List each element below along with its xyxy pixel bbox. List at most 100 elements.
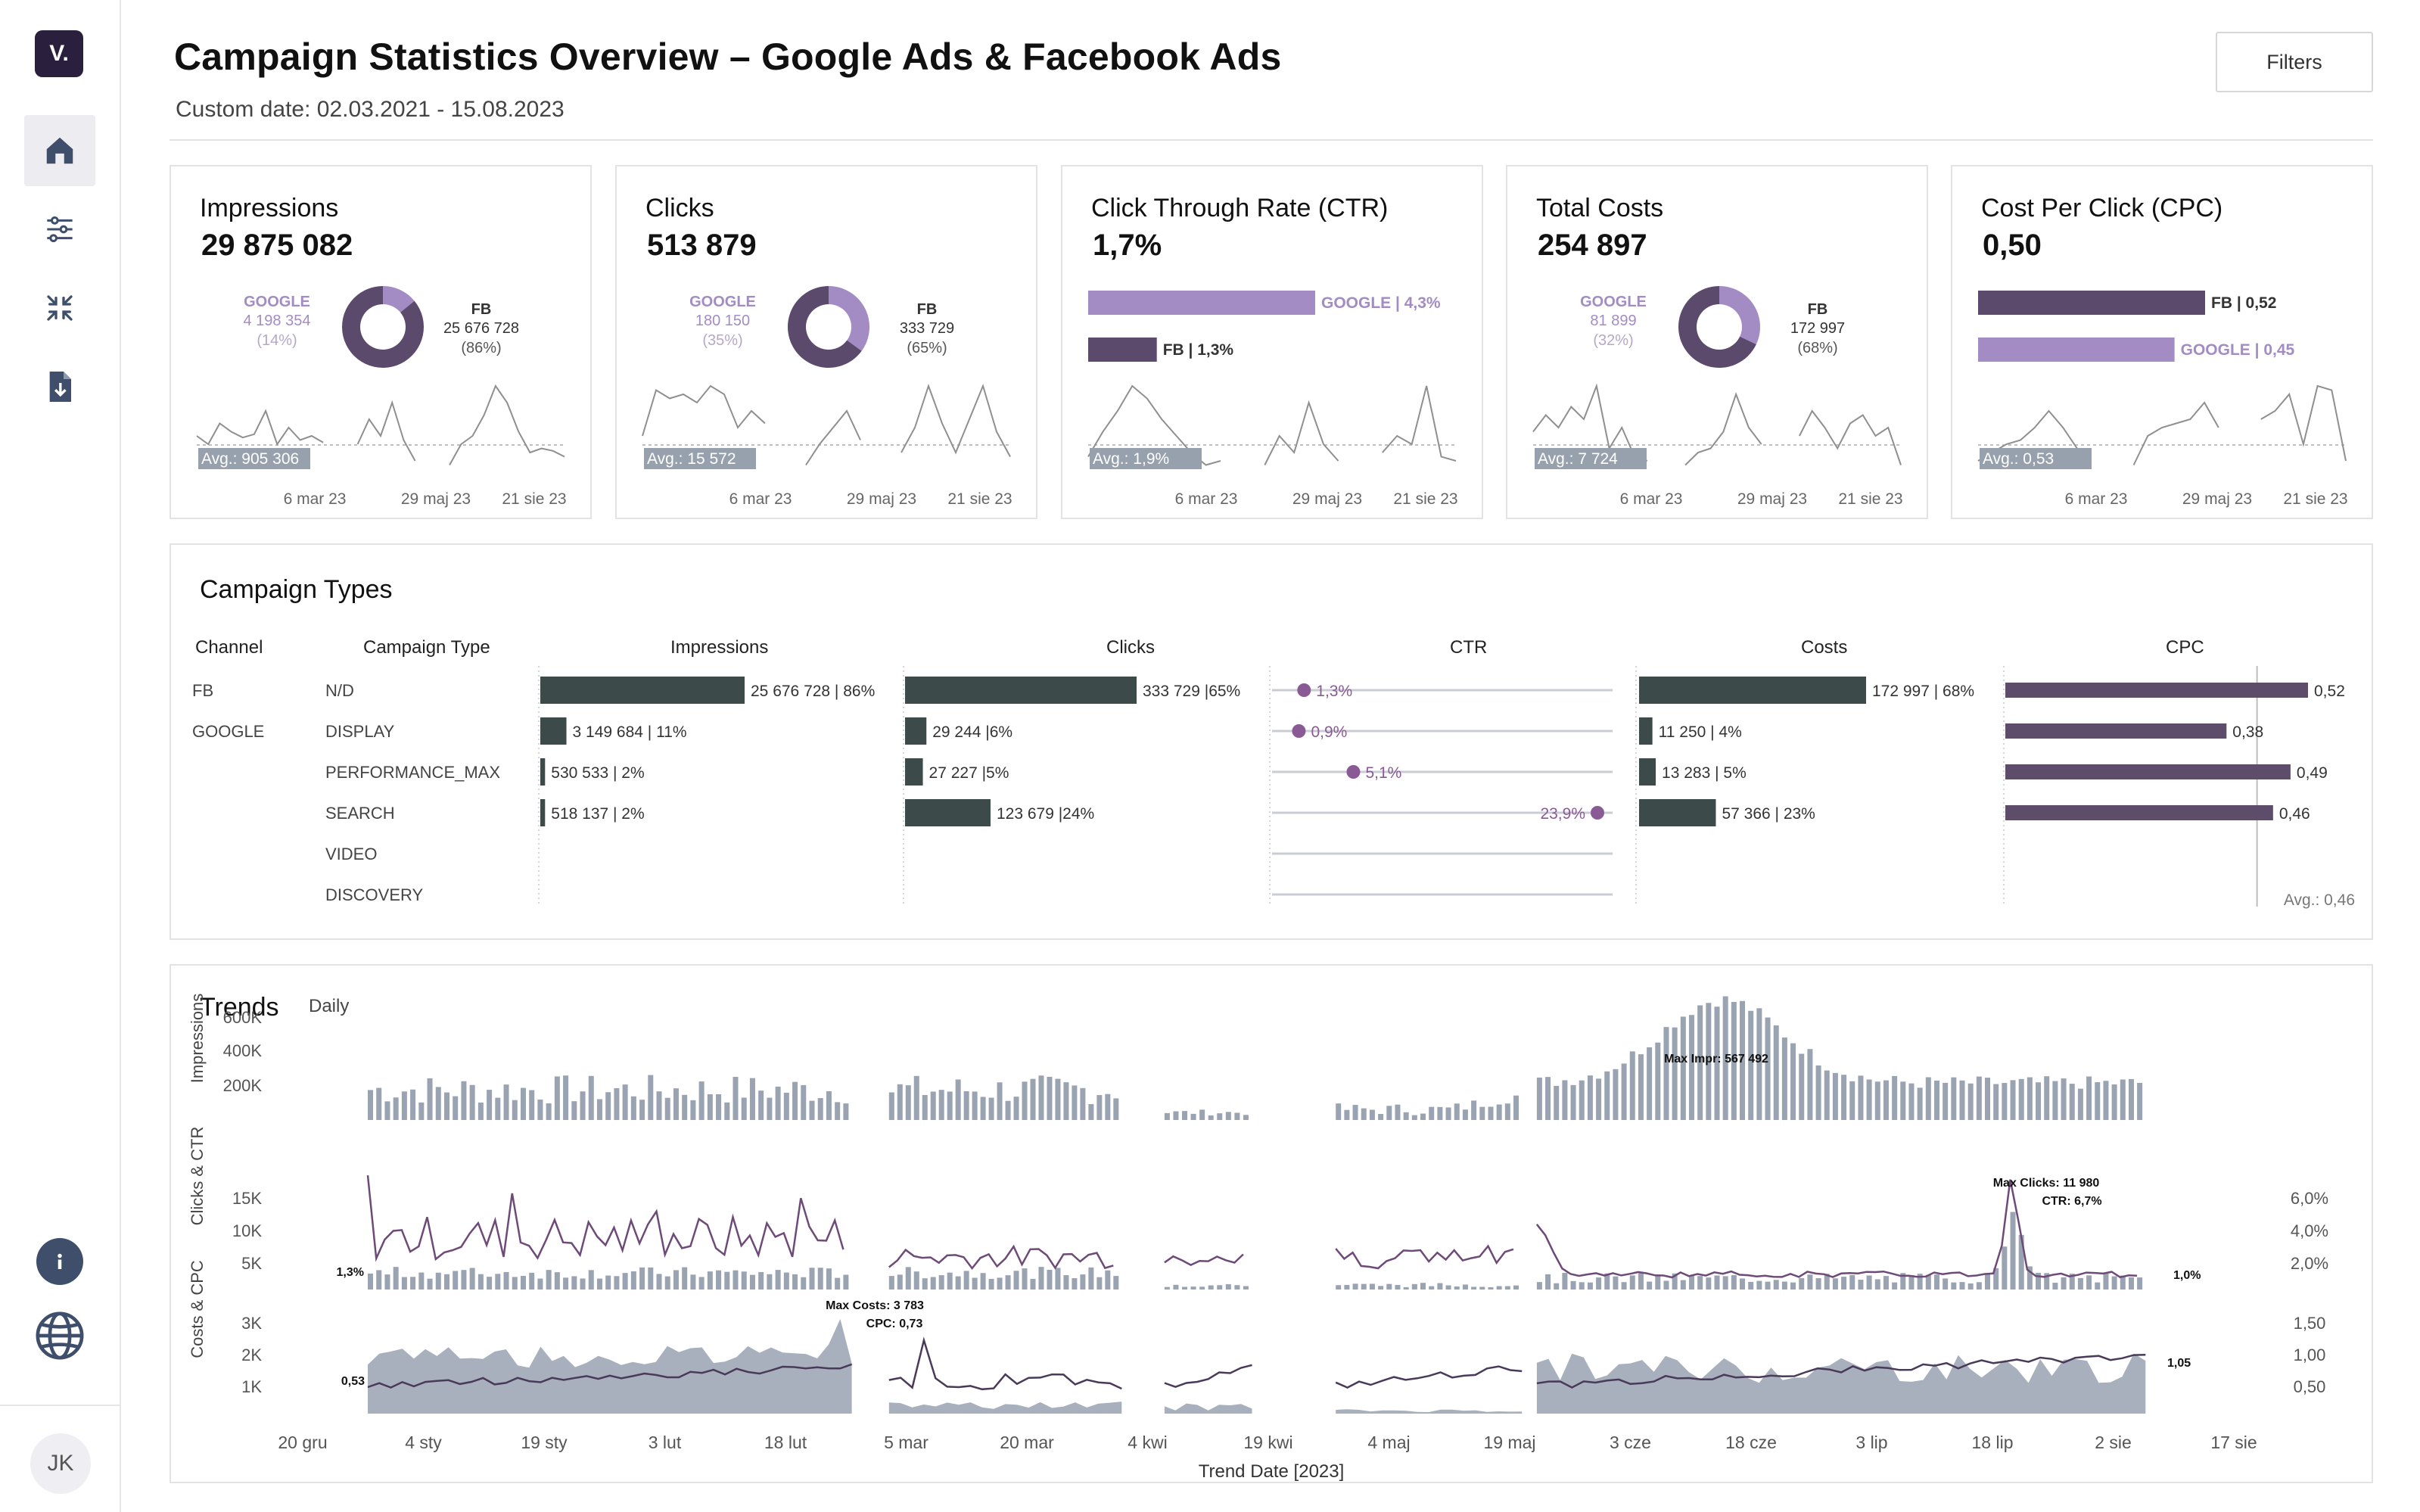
impressions-bar [1976, 1076, 1982, 1120]
impressions-bar [622, 1084, 628, 1120]
kpi-card[interactable]: Total Costs 254 897 GOOGLE 81 899 (32%) FB 172… [1506, 165, 1928, 519]
x-tick: 20 mar [1000, 1433, 1054, 1452]
clicks-bar [1336, 1285, 1342, 1290]
fb-value: 333 729 [900, 320, 954, 337]
clicks-bar [1985, 1273, 1991, 1290]
nav-home[interactable] [24, 115, 95, 186]
globe-icon [36, 1311, 84, 1360]
costs-label: 11 250 | 4% [1659, 723, 1742, 741]
ctr-end-label: 1,0% [2173, 1269, 2201, 1282]
clicks-bar [1604, 1273, 1610, 1290]
donut-slice-google [1719, 286, 1760, 344]
clicks-bar [487, 1277, 493, 1290]
trends-title: Trends [200, 993, 279, 1022]
sparkline-segment [2260, 384, 2347, 462]
impressions-bar [1047, 1076, 1053, 1120]
impressions-bar [1378, 1113, 1384, 1120]
impressions-bar [1113, 1098, 1119, 1120]
clicks-bar [529, 1272, 535, 1290]
impressions-bar [1629, 1051, 1635, 1120]
date-tick: 6 mar 23 [2065, 490, 2128, 508]
kpi-title: Impressions [200, 194, 339, 222]
clicks-bar [1190, 1286, 1196, 1290]
x-tick: 18 cze [1725, 1433, 1777, 1452]
impressions-bar [1234, 1112, 1240, 1120]
clicks-bar [1072, 1277, 1078, 1290]
clicks-tick: 15K [232, 1189, 262, 1208]
col-header-cpc: CPC [2166, 637, 2204, 658]
x-axis-title: Trend Date [2023] [1199, 1461, 1345, 1482]
impressions-bar [580, 1091, 586, 1120]
clicks-bar [817, 1268, 823, 1290]
clicks-bar [1596, 1277, 1602, 1290]
granularity-label[interactable]: Daily [309, 996, 350, 1016]
impressions-bar [716, 1094, 722, 1120]
impressions-bar [1688, 1015, 1694, 1120]
impressions-bar [1105, 1094, 1111, 1120]
impressions-bar [1038, 1075, 1044, 1120]
sparkline-segment [449, 384, 565, 465]
nav-export[interactable] [24, 351, 95, 422]
kpi-card[interactable]: Clicks 513 879 GOOGLE 180 150 (35%) FB 333 729… [615, 165, 1037, 519]
impressions-bar [2052, 1081, 2058, 1120]
sparkline-segment [1684, 392, 1762, 466]
impressions-bar [588, 1075, 594, 1120]
clicks-bar [905, 1267, 911, 1290]
sparkline-segment [805, 409, 861, 466]
clicks-bar [741, 1271, 747, 1290]
impressions-bar [1832, 1072, 1838, 1120]
clicks-bar [1462, 1284, 1468, 1290]
clicks-bar [972, 1277, 978, 1290]
clicks-bar [809, 1268, 815, 1290]
impressions-bar [469, 1084, 475, 1120]
impressions-bar [571, 1101, 577, 1120]
app-logo[interactable]: V. [35, 30, 83, 77]
date-tick: 21 sie 23 [1838, 490, 1902, 508]
nav-settings[interactable] [24, 194, 95, 265]
avg-label: Avg.: 1,9% [1093, 450, 1169, 468]
clicks-bar [1697, 1276, 1703, 1290]
clicks-bar [1943, 1278, 1949, 1290]
clicks-bar [2052, 1283, 2058, 1290]
kpi-title: Click Through Rate (CTR) [1091, 194, 1389, 222]
impressions-bar [2120, 1079, 2126, 1120]
home-icon [46, 137, 73, 164]
clicks-bar [1883, 1276, 1889, 1290]
clicks-bar [1513, 1285, 1519, 1290]
impressions-bar [1386, 1106, 1392, 1120]
clicks-bar [767, 1274, 773, 1290]
kpi-card[interactable]: Cost Per Click (CPC) 0,50 FB | 0,52 GOOGLE … [1951, 165, 2373, 519]
user-avatar[interactable]: JK [30, 1433, 91, 1494]
kpi-card[interactable]: Click Through Rate (CTR) 1,7% GOOGLE | 4,3… [1061, 165, 1483, 519]
impressions-bar [1403, 1112, 1409, 1120]
costs-area [368, 1319, 852, 1414]
impressions-bar [2044, 1076, 2050, 1120]
clicks-bar [1841, 1277, 1847, 1290]
impressions-axis-title: Impressions [188, 994, 207, 1084]
impressions-bar [520, 1087, 526, 1120]
campaign-type-cell: PERFORMANCE_MAX [325, 763, 500, 782]
clicks-bar [1496, 1286, 1502, 1290]
clicks-bar [2027, 1266, 2033, 1290]
filters-button[interactable]: Filters [2216, 32, 2373, 92]
clicks-bar [384, 1274, 390, 1290]
impressions-bar [1959, 1080, 1965, 1120]
fb-label: FB [1808, 301, 1828, 318]
kpi-card[interactable]: Impressions 29 875 082 GOOGLE 4 198 354 (14%… [170, 165, 592, 519]
ctr-tick: 6,0% [2291, 1189, 2328, 1208]
nav-collapse[interactable] [24, 272, 95, 344]
impressions-bar [1243, 1115, 1249, 1120]
language-button[interactable] [33, 1309, 86, 1362]
max-costs-annotation: Max Costs: 3 783 [826, 1299, 924, 1312]
clicks-bar [614, 1276, 620, 1290]
impressions-bar [1208, 1115, 1214, 1120]
clicks-bar [376, 1270, 382, 1290]
clicks-tick: 5K [241, 1254, 262, 1273]
sparkline-segment [642, 384, 766, 437]
google-value: 81 899 [1590, 313, 1636, 329]
info-button[interactable] [36, 1238, 83, 1285]
impressions-bar [1900, 1081, 1906, 1120]
impressions-bar [801, 1084, 807, 1120]
clicks-bar [980, 1273, 986, 1290]
impressions-bar [540, 799, 546, 826]
